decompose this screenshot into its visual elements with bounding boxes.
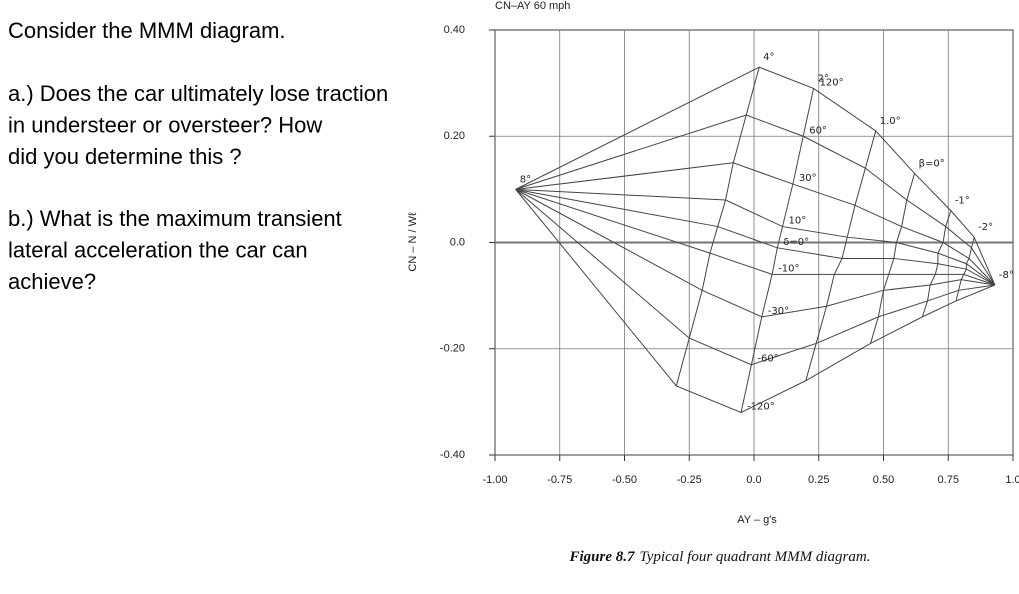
steer-label: 30° <box>799 173 817 184</box>
part-b: b.) What is the maximum transient lateral… <box>8 206 342 294</box>
chart-title: CN–AY 60 mph <box>495 0 570 12</box>
mmm-chart: 0.40 0.20 0.0 -0.20 -0.40 -1.00 -0.75 -0.50 -0.2… <box>440 24 1019 486</box>
part-a: a.) Does the car ultimately lose tractio… <box>8 81 388 169</box>
steer-line <box>515 66 996 286</box>
x-tick-label: -1.00 <box>482 474 507 486</box>
slip-label: 1.0° <box>880 116 901 127</box>
steer-line <box>515 188 995 318</box>
slip-label: 8° <box>520 174 531 185</box>
steer-line <box>515 188 995 366</box>
steer-label: -120° <box>747 402 775 413</box>
question-line: lateral acceleration the car can <box>8 237 308 262</box>
y-tick-label: 0.0 <box>450 236 465 248</box>
steer-label: 10° <box>788 216 806 227</box>
steer-line <box>515 114 996 286</box>
steer-line <box>515 189 996 414</box>
slip-line <box>955 237 975 302</box>
steer-label: -60° <box>757 354 778 365</box>
slip-label: 4° <box>763 52 774 63</box>
steer-label: δ=0° <box>783 237 809 248</box>
steer-label: -10° <box>778 263 799 274</box>
x-tick-label: 1.0 <box>1005 474 1019 486</box>
slip-label: 2° <box>818 73 829 84</box>
slip-line <box>740 88 815 413</box>
slip-label: -1° <box>955 196 970 207</box>
x-tick-label: -0.50 <box>612 474 637 486</box>
x-tick-label: 0.50 <box>873 474 894 486</box>
steer-label: -30° <box>768 306 789 317</box>
y-axis-label: CN – N / Wℓ <box>407 212 419 272</box>
slip-label: -2° <box>978 222 993 233</box>
question-line: a.) Does the car ultimately lose tractio… <box>8 81 388 106</box>
steer-line <box>515 188 996 286</box>
steer-label: 120° <box>820 77 844 88</box>
steer-line <box>515 188 996 286</box>
question-line: achieve? <box>8 269 96 294</box>
slip-line <box>921 210 952 318</box>
slip-line <box>870 173 916 344</box>
x-tick-label: -0.25 <box>677 474 702 486</box>
x-tick-label: 0.0 <box>746 474 761 486</box>
steer-line <box>515 162 996 286</box>
caption-label: Figure 8.7 <box>569 549 636 565</box>
question-line: in understeer or oversteer? How <box>8 112 322 137</box>
x-axis-label: AY – g's <box>737 514 777 526</box>
x-tick-label: 0.25 <box>808 474 829 486</box>
y-tick-label: -0.20 <box>440 343 465 355</box>
y-tick-label: 0.20 <box>444 130 465 142</box>
steer-label: 60° <box>809 125 827 136</box>
x-tick-label: -0.75 <box>547 474 572 486</box>
question: Consider the MMM diagram. <box>8 18 286 43</box>
y-tick-label: 0.40 <box>444 24 465 36</box>
slip-line <box>675 67 760 387</box>
question-line: did you determine this ? <box>8 144 242 169</box>
slip-label: -8° <box>999 270 1014 281</box>
slip-line <box>805 130 877 381</box>
y-tick-label: -0.40 <box>440 449 465 461</box>
caption: Figure 8.7 Typical four quadrant MMM diag… <box>569 549 871 565</box>
question-line: b.) What is the maximum transient <box>8 206 342 231</box>
slip-label: β=0° <box>919 158 945 169</box>
x-tick-label: 0.75 <box>938 474 959 486</box>
caption-text: Typical four quadrant MMM diagram. <box>640 549 871 565</box>
steer-line <box>515 188 996 286</box>
